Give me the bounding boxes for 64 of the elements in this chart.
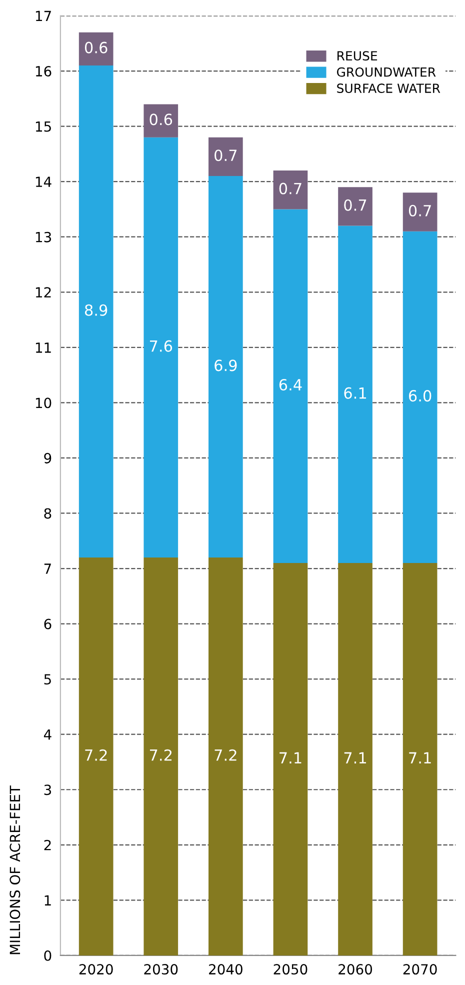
x-tick-label: 2060 — [338, 964, 372, 975]
bar — [273, 170, 308, 210]
bar — [273, 209, 308, 563]
bar — [402, 231, 438, 563]
y-tick-label: 12 — [36, 287, 51, 298]
bar — [338, 226, 372, 563]
data-label: 0.7 — [214, 150, 237, 162]
legend-label: GROUNDWATER — [336, 67, 436, 77]
legend-label: REUSE — [338, 51, 378, 61]
data-label: 0.6 — [84, 42, 108, 54]
y-tick-label: 4 — [44, 729, 52, 740]
y-tick-label: 3 — [44, 784, 52, 796]
bar — [338, 562, 372, 956]
bar — [78, 66, 114, 558]
legend-label: SURFACE WATER — [337, 84, 440, 94]
x-tick-label: 2030 — [144, 964, 178, 975]
data-label: 7.1 — [280, 752, 302, 764]
data-label: 7.2 — [150, 749, 172, 761]
bar — [144, 104, 178, 138]
data-label: 7.2 — [214, 749, 236, 761]
y-tick-label: 11 — [36, 342, 51, 353]
y-tick-label: 10 — [36, 398, 52, 408]
data-label: 6.9 — [214, 360, 237, 372]
y-axis-title: MILLIONS OF ACRE-FEET — [10, 785, 20, 954]
data-label: 7.6 — [150, 340, 172, 352]
data-label: 0.7 — [279, 182, 302, 194]
y-tick-label: 7 — [44, 564, 51, 574]
y-tick-label: 15 — [36, 121, 51, 132]
data-label: 7.2 — [85, 749, 107, 761]
bar — [273, 562, 308, 956]
y-tick-label: 17 — [36, 10, 51, 22]
bar — [144, 137, 178, 558]
y-tick-label: 9 — [44, 452, 52, 464]
bar — [78, 32, 114, 66]
x-tick-label: 2070 — [403, 964, 437, 975]
bar — [338, 187, 372, 226]
x-tick-label: 2050 — [274, 964, 308, 975]
data-label: 7.1 — [344, 752, 366, 764]
y-tick-label: 5 — [44, 674, 51, 685]
bar — [208, 137, 243, 176]
y-tick-label: 16 — [36, 66, 52, 77]
y-tick-label: 14 — [36, 176, 52, 187]
x-tick-label: 2040 — [209, 964, 242, 975]
y-tick-label: 6 — [44, 618, 52, 630]
y-tick-label: 1 — [44, 895, 51, 906]
y-tick-label: 2 — [44, 840, 51, 850]
y-tick-label: 13 — [36, 232, 52, 242]
data-label: 6.0 — [408, 390, 432, 402]
y-tick-label: 8 — [44, 508, 52, 519]
y-tick-label: 0 — [44, 950, 52, 961]
data-label: 0.6 — [150, 114, 172, 126]
bar — [402, 562, 438, 956]
bar — [208, 176, 243, 558]
data-label: 0.7 — [408, 204, 431, 216]
data-label: 8.9 — [84, 304, 108, 316]
data-label: 6.4 — [279, 378, 302, 391]
bar — [402, 192, 438, 232]
data-label: 6.1 — [344, 387, 366, 399]
x-tick-label: 2020 — [79, 964, 113, 975]
bar — [78, 557, 114, 956]
bar — [144, 557, 178, 956]
bar — [208, 557, 243, 956]
data-label: 7.1 — [409, 752, 431, 764]
data-label: 0.7 — [344, 199, 366, 211]
